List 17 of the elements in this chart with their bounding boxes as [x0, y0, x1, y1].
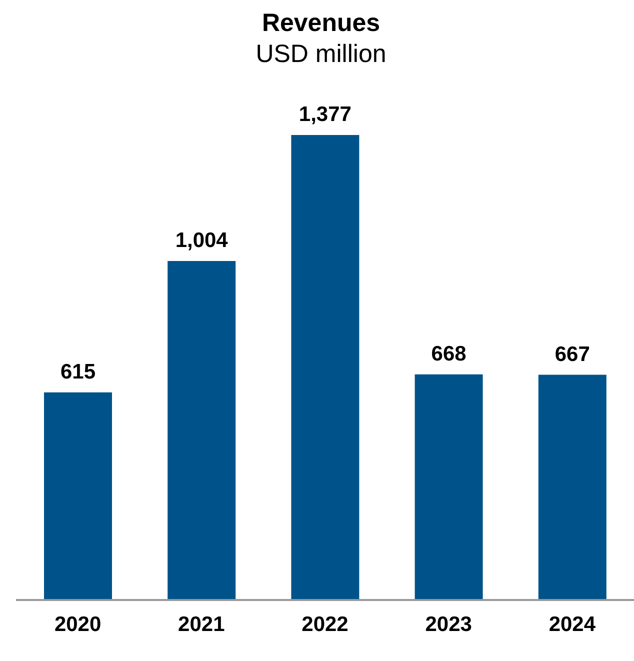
- x-tick-label: 2020: [54, 612, 102, 636]
- data-label: 1,004: [175, 228, 228, 252]
- data-label: 1,377: [298, 103, 352, 126]
- data-label: 667: [554, 342, 590, 366]
- x-tick-label: 2022: [302, 612, 348, 636]
- x-tick-label: 2024: [548, 612, 596, 636]
- data-label: 668: [431, 342, 467, 366]
- bar: [538, 374, 606, 600]
- chart-subtitle: USD million: [254, 39, 388, 70]
- x-tick-label: 2023: [425, 612, 472, 636]
- chart-title: Revenues: [260, 8, 382, 38]
- x-tick-label: 2021: [178, 612, 226, 636]
- bar: [414, 374, 483, 600]
- data-label: 615: [60, 360, 96, 384]
- bar: [168, 260, 236, 600]
- bar: [291, 135, 360, 600]
- bar: [44, 392, 112, 600]
